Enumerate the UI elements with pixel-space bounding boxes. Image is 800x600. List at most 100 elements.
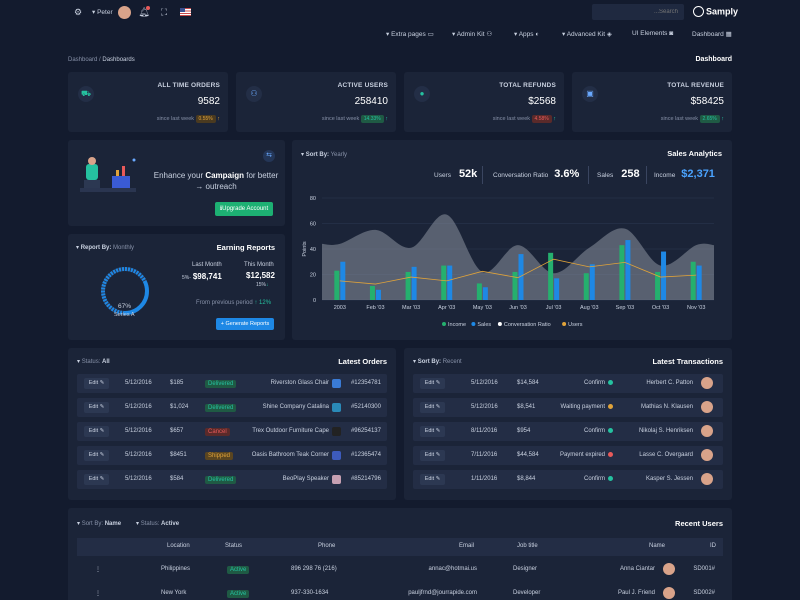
tx-amount: $44,584 bbox=[517, 452, 539, 458]
table-row[interactable]: Edit ✎ 5/12/2016 $1,024 Delivered Shine … bbox=[77, 398, 387, 417]
user-menu[interactable]: ▾ Peter bbox=[92, 8, 113, 16]
tx-status: Payment expired bbox=[560, 452, 613, 458]
menu-extra-pages[interactable]: ▾ Extra pages ▭ bbox=[386, 31, 434, 38]
customer-name[interactable]: Lasse C. Overgaard bbox=[639, 452, 693, 458]
sort-by-filter[interactable]: ▾ Sort By: Recent bbox=[413, 359, 462, 365]
edit-button[interactable]: Edit ✎ bbox=[420, 426, 445, 437]
edit-button[interactable]: Edit ✎ bbox=[420, 474, 445, 485]
bar-income bbox=[512, 271, 518, 300]
generate-reports-button[interactable]: + Generate Reports bbox=[216, 318, 274, 330]
user-email[interactable]: annac@hotmai.us bbox=[428, 566, 477, 572]
row-menu-icon[interactable]: ⋮ bbox=[95, 591, 101, 597]
stat-card-users: ⚇ ACTIVE USERS 258410 since last week 14… bbox=[236, 72, 396, 132]
menu-ui-elements[interactable]: UI Elements ◙ bbox=[632, 30, 674, 37]
customer-name[interactable]: Nikolaj S. Henriksen bbox=[638, 428, 693, 434]
table-row[interactable]: ⋮ Philippines Active 896 298 76 (216) an… bbox=[77, 560, 723, 579]
table-row[interactable]: Edit ✎ 5/12/2016 $657 Cancel Trex Outdoo… bbox=[77, 422, 387, 441]
user-name[interactable]: Anna Ciantar bbox=[619, 566, 655, 572]
page-title: Dashboard bbox=[695, 56, 732, 63]
status-filter[interactable]: ▾ Status: All bbox=[77, 359, 110, 365]
table-row[interactable]: Edit ✎ 5/12/2016 $185 Delivered Riversto… bbox=[77, 374, 387, 393]
table-row[interactable]: Edit ✎ 1/11/2016 $8,844 Confirm Kasper S… bbox=[413, 470, 723, 489]
menu-dashboard[interactable]: Dashboard ▦ bbox=[692, 31, 732, 38]
edit-button[interactable]: Edit ✎ bbox=[84, 426, 109, 437]
order-amount: $185 bbox=[170, 380, 184, 386]
bar-income bbox=[369, 285, 375, 300]
fullscreen-icon[interactable]: ⛶ bbox=[160, 7, 168, 17]
bar-income bbox=[441, 265, 447, 300]
customer-name[interactable]: Herbert C. Patton bbox=[646, 380, 693, 386]
brand-logo-icon bbox=[693, 6, 704, 17]
upgrade-account-button[interactable]: ℹUpgrade Account bbox=[215, 202, 273, 216]
edit-button[interactable]: Edit ✎ bbox=[84, 402, 109, 413]
table-row[interactable]: ⋮ New York Active 937-330-1634 pauljfrnd… bbox=[77, 584, 723, 600]
bar-sales bbox=[696, 265, 702, 300]
recent-users-card: ▾ Sort By: Name ▾ Status: Active Recent … bbox=[68, 508, 732, 600]
table-row[interactable]: Edit ✎ 8/11/2016 $954 Confirm Nikolaj S.… bbox=[413, 422, 723, 441]
brand-logo[interactable]: Samply bbox=[693, 6, 738, 17]
table-row[interactable]: Edit ✎ 5/12/2016 $584 Delivered BeoPlay … bbox=[77, 470, 387, 489]
user-email[interactable]: pauljfrnd@jourrapide.com bbox=[408, 590, 477, 596]
menu-apps[interactable]: ▾ Apps ◐ bbox=[514, 31, 540, 38]
edit-button[interactable]: Edit ✎ bbox=[84, 450, 109, 461]
report-by-filter[interactable]: ▾ Report By: Monthly bbox=[76, 245, 135, 251]
line-users bbox=[339, 258, 697, 285]
edit-button[interactable]: Edit ✎ bbox=[84, 378, 109, 389]
status-dot bbox=[608, 380, 613, 385]
x-tick-label: Aug '03 bbox=[580, 305, 598, 311]
row-menu-icon[interactable]: ⋮ bbox=[95, 567, 101, 573]
user-phone: 896 298 76 (216) bbox=[291, 566, 337, 572]
breadcrumb: Dashboard / Dashboards bbox=[68, 57, 135, 63]
latest-transactions-card: ▾ Sort By: Recent Latest Transactions Ed… bbox=[404, 348, 732, 500]
user-job: Designer bbox=[513, 566, 538, 572]
customer-name[interactable]: Kasper S. Jessen bbox=[645, 476, 693, 482]
tx-date: 1/11/2016 bbox=[471, 476, 498, 482]
sort-by-filter[interactable]: ▾ Sort By: Name bbox=[77, 521, 122, 527]
earning-reports-card: ▾ Report By: Monthly Earning Reports 67%… bbox=[68, 234, 285, 340]
bell-icon[interactable]: 🔔︎ bbox=[138, 7, 150, 17]
edit-button[interactable]: Edit ✎ bbox=[84, 474, 109, 485]
settings-gear-icon[interactable]: ⚙ bbox=[73, 7, 83, 17]
bar-sales bbox=[589, 264, 595, 300]
edit-button[interactable]: Edit ✎ bbox=[420, 378, 445, 389]
customer-name[interactable]: Mathias N. Klausen bbox=[640, 404, 693, 410]
user-location: New York bbox=[161, 590, 187, 596]
search-box[interactable] bbox=[592, 4, 684, 20]
table-row[interactable]: Edit ✎ 5/12/2016 $8451 Shipped Oasis Bat… bbox=[77, 446, 387, 465]
us-flag-icon[interactable] bbox=[180, 8, 191, 16]
avatar bbox=[701, 473, 713, 485]
breadcrumb-home[interactable]: Dashboard bbox=[68, 57, 98, 63]
table-row[interactable]: Edit ✎ 5/12/2016 $14,584 Confirm Herbert… bbox=[413, 374, 723, 393]
status-filter[interactable]: ▾ Status: Active bbox=[136, 521, 180, 527]
earning-title: Earning Reports bbox=[216, 243, 275, 252]
status-badge: Delivered bbox=[205, 404, 237, 412]
sort-by-filter[interactable]: ▾ Sort By: Yearly bbox=[301, 152, 348, 158]
table-row[interactable]: Edit ✎ 5/12/2016 $8,541 Waiting payment … bbox=[413, 398, 723, 417]
product-name[interactable]: BeoPlay Speaker bbox=[282, 476, 329, 482]
user-avatar[interactable] bbox=[118, 6, 131, 19]
legend-label: Users bbox=[568, 322, 583, 328]
menu-advanced-kit[interactable]: ▾ Advanced Kit ◈ bbox=[562, 31, 612, 38]
tx-status: Waiting payment bbox=[561, 404, 613, 410]
menu-admin-kit[interactable]: ▾ Admin Kit ⚇ bbox=[452, 31, 493, 38]
product-name[interactable]: Shine Company Catalina bbox=[262, 404, 329, 410]
y-tick-label: 40 bbox=[310, 247, 316, 253]
product-name[interactable]: Trex Outdoor Furniture Cape bbox=[252, 428, 329, 434]
order-date: 5/12/2016 bbox=[125, 428, 152, 434]
search-input[interactable] bbox=[608, 7, 678, 17]
edit-icon: ✎ bbox=[99, 476, 105, 482]
user-location: Philippines bbox=[161, 566, 191, 572]
legend-dot bbox=[442, 322, 446, 326]
product-thumbnail-icon bbox=[332, 379, 341, 388]
product-name[interactable]: Riverston Glass Chair bbox=[270, 380, 329, 386]
y-tick-label: 0 bbox=[313, 298, 316, 304]
campaign-settings-icon[interactable]: ⇆ bbox=[263, 150, 275, 162]
product-name[interactable]: Oasis Bathroom Teak Corner bbox=[251, 452, 329, 458]
order-id: #12354781 bbox=[350, 380, 381, 386]
edit-button[interactable]: Edit ✎ bbox=[420, 450, 445, 461]
order-amount: $584 bbox=[170, 476, 184, 482]
edit-button[interactable]: Edit ✎ bbox=[420, 402, 445, 413]
user-name[interactable]: Paul J. Friend bbox=[617, 590, 655, 596]
campaign-text: Enhance your Campaign for better → outre… bbox=[153, 171, 279, 191]
table-row[interactable]: Edit ✎ 7/11/2016 $44,584 Payment expired… bbox=[413, 446, 723, 465]
